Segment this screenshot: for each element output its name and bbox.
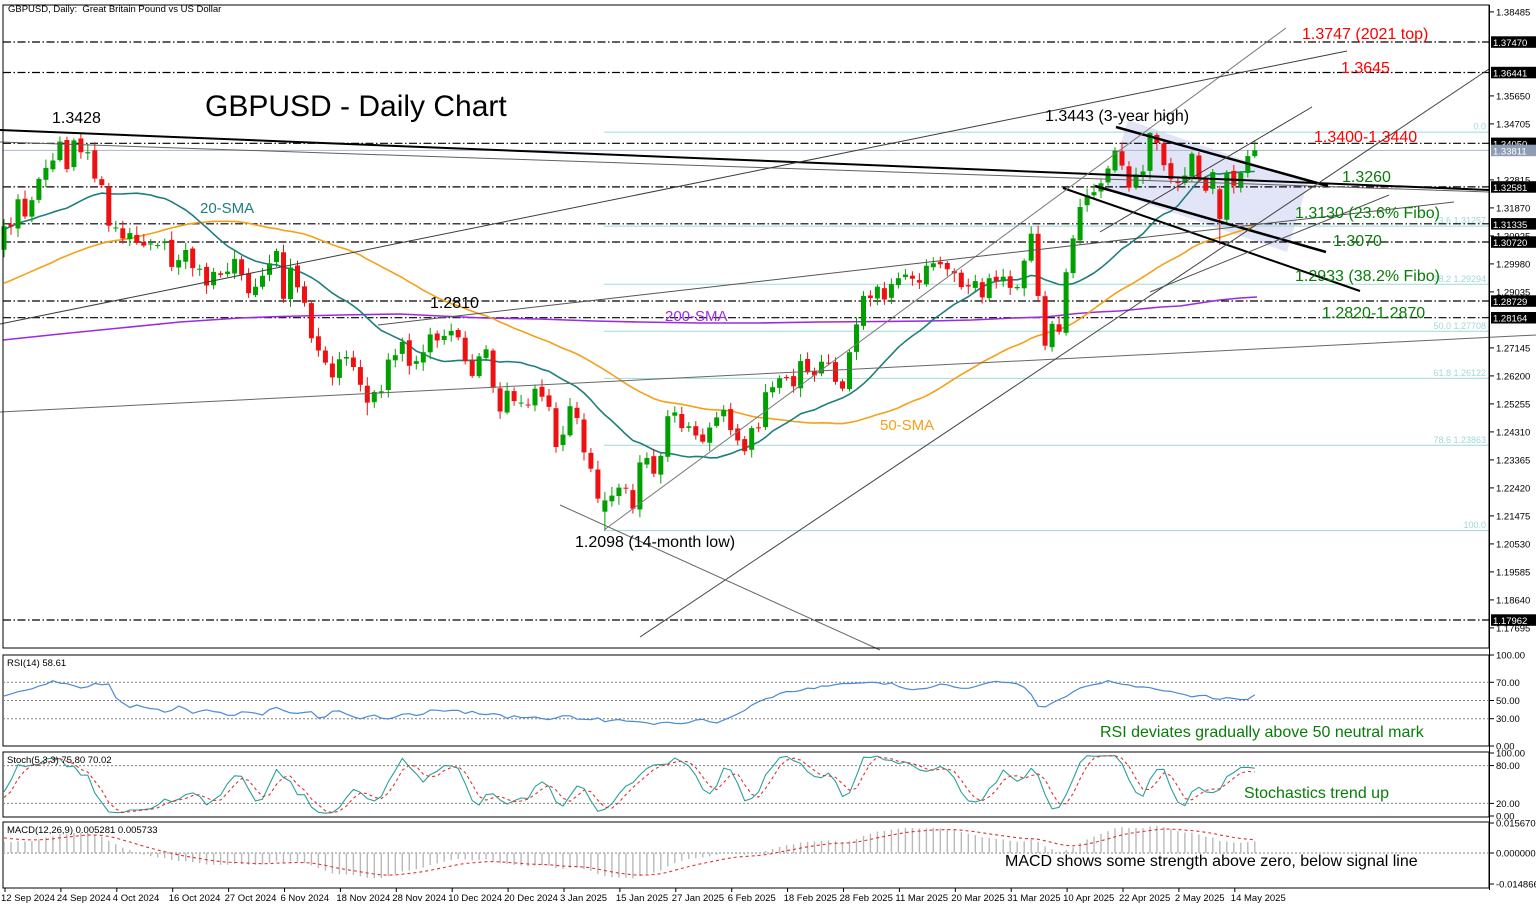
svg-text:2 May 2025: 2 May 2025: [1175, 893, 1225, 904]
svg-text:27 Oct 2024: 27 Oct 2024: [225, 893, 277, 904]
svg-text:RSI deviates gradually above 5: RSI deviates gradually above 50 neutral …: [1100, 724, 1425, 741]
svg-text:1.24310: 1.24310: [1496, 427, 1530, 438]
svg-text:1.3130 (23.6% Fibo): 1.3130 (23.6% Fibo): [1295, 205, 1440, 222]
svg-text:78.6 1.23863: 78.6 1.23863: [1433, 435, 1486, 445]
svg-text:10 Apr 2025: 10 Apr 2025: [1063, 893, 1114, 904]
svg-text:1.31335: 1.31335: [1493, 220, 1527, 231]
svg-text:1.30720: 1.30720: [1493, 238, 1527, 249]
svg-text:20 Dec 2024: 20 Dec 2024: [504, 893, 558, 904]
svg-text:30.00: 30.00: [1496, 714, 1520, 725]
svg-text:1.29035: 1.29035: [1496, 287, 1530, 298]
svg-text:1.3443 (3-year high): 1.3443 (3-year high): [1045, 108, 1189, 125]
svg-text:80.00: 80.00: [1496, 761, 1520, 772]
svg-text:100.0: 100.0: [1463, 520, 1486, 530]
svg-text:GBPUSD - Daily Chart: GBPUSD - Daily Chart: [205, 90, 507, 123]
svg-text:50.0 1.27708: 50.0 1.27708: [1433, 321, 1486, 331]
svg-text:1.2810: 1.2810: [430, 295, 479, 312]
svg-text:100.00: 100.00: [1496, 651, 1525, 662]
svg-text:50-SMA: 50-SMA: [880, 417, 934, 434]
svg-text:0.00: 0.00: [1496, 812, 1515, 823]
svg-text:16 Oct 2024: 16 Oct 2024: [169, 893, 221, 904]
svg-text:1.26200: 1.26200: [1496, 371, 1530, 382]
svg-text:1.2098 (14-month low): 1.2098 (14-month low): [575, 534, 735, 551]
svg-text:100.00: 100.00: [1496, 749, 1525, 760]
svg-text:24 Sep 2024: 24 Sep 2024: [57, 893, 111, 904]
svg-text:1.29980: 1.29980: [1496, 259, 1530, 270]
svg-text:1.32581: 1.32581: [1493, 183, 1527, 194]
svg-text:1.34705: 1.34705: [1496, 119, 1530, 130]
svg-text:1.21475: 1.21475: [1496, 511, 1530, 522]
svg-text:1.20530: 1.20530: [1496, 539, 1530, 550]
svg-text:6 Nov 2024: 6 Nov 2024: [281, 893, 330, 904]
svg-text:1.27145: 1.27145: [1496, 343, 1530, 354]
svg-text:11 Mar 2025: 11 Mar 2025: [895, 893, 948, 904]
svg-text:31 Mar 2025: 31 Mar 2025: [1007, 893, 1060, 904]
svg-text:1.28729: 1.28729: [1493, 297, 1527, 308]
svg-text:1.32815: 1.32815: [1496, 175, 1530, 186]
svg-text:1.23365: 1.23365: [1496, 455, 1530, 466]
svg-text:4 Oct 2024: 4 Oct 2024: [113, 893, 159, 904]
svg-text:1.17962: 1.17962: [1493, 616, 1527, 627]
svg-text:3 Jan 2025: 3 Jan 2025: [560, 893, 607, 904]
svg-text:18 Feb 2025: 18 Feb 2025: [784, 893, 837, 904]
svg-text:1.37470: 1.37470: [1493, 38, 1527, 49]
svg-text:1.3260: 1.3260: [1342, 169, 1391, 186]
svg-text:1.35650: 1.35650: [1496, 91, 1530, 102]
svg-text:1.22420: 1.22420: [1496, 483, 1530, 494]
svg-text:1.17695: 1.17695: [1496, 623, 1530, 634]
svg-text:0.0: 0.0: [1473, 122, 1486, 132]
svg-text:1.3747 (2021 top): 1.3747 (2021 top): [1302, 26, 1428, 43]
svg-text:27 Jan 2025: 27 Jan 2025: [672, 893, 724, 904]
svg-text:MACD(12,26,9) 0.005281 0.00573: MACD(12,26,9) 0.005281 0.005733: [7, 825, 158, 836]
svg-text:1.38485: 1.38485: [1496, 7, 1530, 18]
svg-text:1.33811: 1.33811: [1493, 146, 1527, 157]
svg-text:200-SMA: 200-SMA: [665, 308, 728, 325]
svg-text:20-SMA: 20-SMA: [200, 200, 254, 217]
svg-text:1.2933 (38.2% Fibo): 1.2933 (38.2% Fibo): [1295, 268, 1440, 285]
svg-text:20.00: 20.00: [1496, 799, 1520, 810]
svg-text:1.3400-1.3440: 1.3400-1.3440: [1314, 129, 1417, 146]
svg-text:15 Jan 2025: 15 Jan 2025: [616, 893, 668, 904]
svg-text:1.25255: 1.25255: [1496, 399, 1530, 410]
svg-text:50.00: 50.00: [1496, 696, 1520, 707]
svg-text:MACD shows some strength above: MACD shows some strength above zero, bel…: [1005, 853, 1418, 870]
svg-text:28 Nov 2024: 28 Nov 2024: [392, 893, 446, 904]
svg-text:61.8 1.26122: 61.8 1.26122: [1433, 368, 1486, 378]
svg-text:0.00: 0.00: [1496, 742, 1515, 753]
svg-text:18 Nov 2024: 18 Nov 2024: [336, 893, 390, 904]
svg-text:23.6 1.31257: 23.6 1.31257: [1433, 216, 1486, 226]
svg-text:12 Sep 2024: 12 Sep 2024: [1, 893, 55, 904]
svg-text:1.31870: 1.31870: [1496, 203, 1530, 214]
svg-text:-0.014866: -0.014866: [1496, 880, 1536, 891]
svg-text:1.18640: 1.18640: [1496, 595, 1530, 606]
svg-text:1.28164: 1.28164: [1493, 314, 1527, 325]
svg-text:Stoch(5,3,3) 75.80 70.02: Stoch(5,3,3) 75.80 70.02: [7, 755, 112, 766]
svg-text:20 Mar 2025: 20 Mar 2025: [951, 893, 1004, 904]
svg-text:RSI(14) 58.61: RSI(14) 58.61: [7, 658, 66, 669]
svg-text:22 Apr 2025: 22 Apr 2025: [1119, 893, 1170, 904]
svg-text:Stochastics trend up: Stochastics trend up: [1244, 785, 1389, 802]
svg-text:1.36441: 1.36441: [1493, 69, 1527, 80]
svg-text:10 Dec 2024: 10 Dec 2024: [448, 893, 502, 904]
svg-text:14 May 2025: 14 May 2025: [1231, 893, 1286, 904]
svg-text:GBPUSD, Daily: Great Britain: GBPUSD, Daily: Great Britain Pound vs US…: [8, 4, 221, 15]
svg-text:70.00: 70.00: [1496, 678, 1520, 689]
svg-text:6 Feb 2025: 6 Feb 2025: [728, 893, 776, 904]
svg-text:28 Feb 2025: 28 Feb 2025: [840, 893, 893, 904]
svg-text:1.3428: 1.3428: [52, 110, 101, 127]
svg-text:38.2 1.29294: 38.2 1.29294: [1433, 274, 1486, 284]
svg-text:1.2820-1.2870: 1.2820-1.2870: [1322, 305, 1425, 322]
svg-text:1.3645: 1.3645: [1341, 60, 1390, 77]
svg-text:0.000000: 0.000000: [1496, 849, 1536, 860]
svg-text:1.3070: 1.3070: [1333, 233, 1382, 250]
svg-text:1.19585: 1.19585: [1496, 567, 1530, 578]
svg-text:0.015670: 0.015670: [1496, 819, 1536, 830]
